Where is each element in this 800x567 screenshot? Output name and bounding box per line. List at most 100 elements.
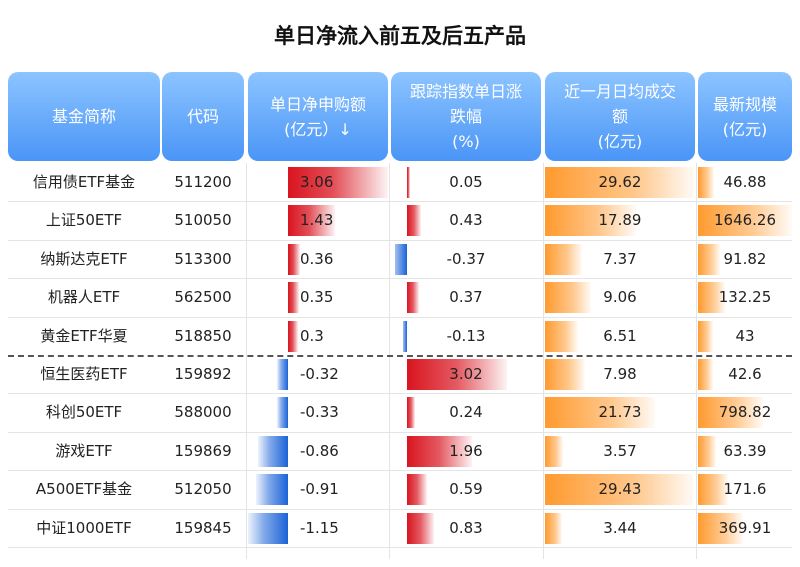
avg-turnover-cell: 7.37 <box>545 243 695 275</box>
scale-bar <box>698 512 743 544</box>
row-divider <box>8 470 792 472</box>
row-divider <box>8 239 792 241</box>
table-row[interactable]: 恒生医药ETF 159892 -0.32 3.02 7.98 42.6 <box>0 355 800 393</box>
latest-scale-value: 63.39 <box>723 441 767 460</box>
index-change-value: 0.37 <box>449 288 483 307</box>
code-value: 513300 <box>174 249 232 268</box>
code-value: 159869 <box>174 441 232 460</box>
code-cell: 159869 <box>162 436 244 467</box>
net-subscription-value: 3.06 <box>300 173 334 191</box>
code-cell: 159845 <box>162 513 244 544</box>
net-subscription-value: -0.33 <box>300 403 339 422</box>
index-change-cell: 0.37 <box>391 282 541 314</box>
table-row[interactable]: 黄金ETF华夏 518850 0.3 -0.13 6.51 43 <box>0 317 800 355</box>
header-label-line: 单日净申购额 <box>269 94 366 114</box>
turnover-bar <box>545 435 564 467</box>
net-inflow-bar <box>288 243 300 275</box>
column-divider <box>246 163 247 559</box>
table-row[interactable]: 中证1000ETF 159845 -1.15 0.83 3.44 369.91 <box>0 509 800 547</box>
net-subscription-value: 0.3 <box>300 326 324 345</box>
table-row[interactable]: 科创50ETF 588000 -0.33 0.24 21.73 798.82 <box>0 393 800 431</box>
table-row[interactable]: 机器人ETF 562500 0.35 0.37 9.06 132.25 <box>0 278 800 316</box>
header-code-col[interactable]: 代码 <box>162 72 244 161</box>
net-outflow-bar <box>256 474 288 506</box>
name-value: 机器人ETF <box>47 288 121 307</box>
latest-scale-value: 42.6 <box>728 365 762 383</box>
index-change-cell: 0.83 <box>391 512 541 544</box>
table-row[interactable]: 信用债ETF基金 511200 3.06 0.05 29.62 46.88 <box>0 163 800 201</box>
header-index-change-col[interactable]: 跟踪指数单日涨 跌幅 (%) <box>391 72 541 161</box>
net-outflow-bar <box>258 435 288 467</box>
latest-scale-cell: 1646.26 <box>698 205 792 237</box>
turnover-bar <box>545 167 695 198</box>
net-inflow-bar <box>288 205 335 237</box>
name-cell: 中证1000ETF <box>8 513 160 544</box>
table-row[interactable]: 游戏ETF 159869 -0.86 1.96 3.57 63.39 <box>0 432 800 470</box>
row-divider <box>8 508 792 510</box>
net-inflow-bar <box>288 320 298 352</box>
turnover-bar <box>545 205 636 237</box>
code-value: 159845 <box>174 518 232 537</box>
turnover-bar <box>545 474 695 506</box>
header-name-col[interactable]: 基金简称 <box>8 72 160 161</box>
row-divider <box>8 278 792 280</box>
code-value: 511200 <box>174 173 232 191</box>
scale-bar <box>698 205 792 237</box>
latest-scale-value: 798.82 <box>718 403 772 422</box>
index-change-cell: 3.02 <box>391 359 541 390</box>
row-divider <box>8 431 792 433</box>
code-cell: 512050 <box>162 474 244 505</box>
table-row[interactable]: 纳斯达克ETF 513300 0.36 -0.37 7.37 91.82 <box>0 240 800 278</box>
code-cell: 511200 <box>162 167 244 198</box>
latest-scale-value: 1646.26 <box>713 211 777 230</box>
table-row[interactable]: A500ETF基金 512050 -0.91 0.59 29.43 171.6 <box>0 470 800 508</box>
index-up-bar <box>407 359 507 390</box>
latest-scale-value: 46.88 <box>723 173 767 191</box>
code-cell: 513300 <box>162 244 244 275</box>
avg-turnover-value: 6.51 <box>603 326 637 345</box>
scale-bar <box>698 282 725 314</box>
latest-scale-cell: 798.82 <box>698 397 792 429</box>
name-cell: 信用债ETF基金 <box>8 167 160 198</box>
code-value: 588000 <box>174 403 232 422</box>
index-up-bar <box>407 282 420 314</box>
net-outflow-bar <box>276 359 288 390</box>
avg-turnover-value: 7.98 <box>603 365 637 383</box>
header-latest-scale-col[interactable]: 最新规模 (亿元) <box>698 72 792 161</box>
header-label-line: (%) <box>452 132 480 151</box>
name-value: 游戏ETF <box>55 441 113 460</box>
net-subscription-cell: -1.15 <box>248 512 388 544</box>
name-value: 纳斯达克ETF <box>40 249 128 268</box>
name-value: 恒生医药ETF <box>40 365 128 383</box>
name-cell: 黄金ETF华夏 <box>8 321 160 352</box>
turnover-bar <box>545 243 583 275</box>
header-avg-turnover-col[interactable]: 近一月日均成交额 (亿元) <box>545 72 695 161</box>
header-label-line: 额 <box>611 107 628 126</box>
code-value: 562500 <box>174 288 232 307</box>
net-subscription-cell: -0.86 <box>248 435 388 467</box>
avg-turnover-cell: 3.44 <box>545 512 695 544</box>
row-divider <box>8 201 792 203</box>
column-divider <box>543 163 544 559</box>
net-subscription-cell: 0.35 <box>248 282 388 314</box>
avg-turnover-value: 3.44 <box>603 518 637 537</box>
latest-scale-cell: 369.91 <box>698 512 792 544</box>
net-subscription-cell: -0.32 <box>248 359 388 390</box>
code-cell: 562500 <box>162 282 244 313</box>
header-label-line: (亿元) <box>597 132 643 151</box>
index-change-value: -0.37 <box>446 249 486 268</box>
net-subscription-cell: 0.3 <box>248 320 388 352</box>
net-inflow-bar <box>288 282 300 314</box>
index-change-value: -0.13 <box>446 326 486 345</box>
index-change-cell: 0.24 <box>391 397 541 429</box>
net-subscription-value: 1.43 <box>300 211 334 230</box>
avg-turnover-value: 3.57 <box>603 441 637 460</box>
table-row[interactable]: 上证50ETF 510050 1.43 0.43 17.89 1646.26 <box>0 201 800 239</box>
turnover-bar <box>545 512 563 544</box>
index-change-cell: -0.13 <box>391 320 541 352</box>
index-up-bar <box>407 474 427 506</box>
header-label-line: 代码 <box>186 107 219 126</box>
header-net-subscription-col[interactable]: 单日净申购额 (亿元）↓ <box>248 72 388 161</box>
code-value: 159892 <box>174 365 232 383</box>
avg-turnover-cell: 17.89 <box>545 205 695 237</box>
